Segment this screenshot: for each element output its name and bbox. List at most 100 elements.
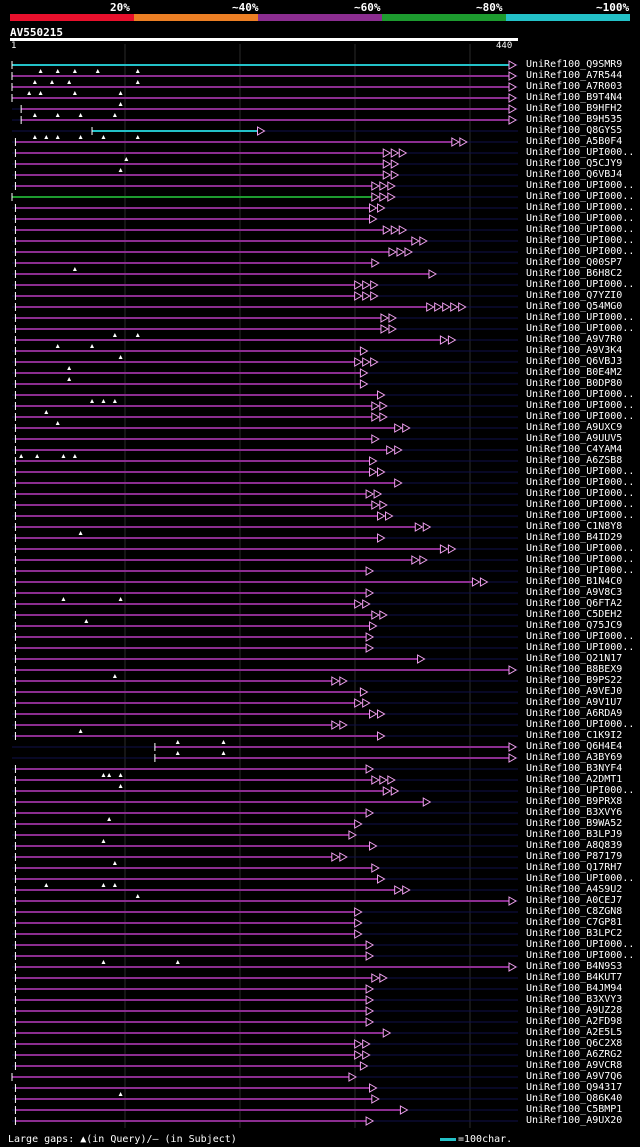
hit-label[interactable]: UniRef100_Q54MG0 (526, 301, 623, 312)
hit-label[interactable]: UniRef100_P87179 (526, 851, 623, 862)
hit-label[interactable]: UniRef100_A2DMT1 (526, 774, 623, 785)
hit-label[interactable]: UniRef100_A9UUV5 (526, 433, 623, 444)
hit-label[interactable]: UniRef100_UPI000.. (526, 202, 635, 213)
hit-label[interactable]: UniRef100_A9V8C3 (526, 587, 623, 598)
hit-label[interactable]: UniRef100_B9T4N4 (526, 92, 623, 103)
hit-label[interactable]: UniRef100_UPI000.. (526, 235, 635, 246)
hit-label[interactable]: UniRef100_A9V7R0 (526, 334, 623, 345)
hit-label[interactable]: UniRef100_UPI000.. (526, 950, 635, 961)
hit-label[interactable]: UniRef100_B9HFH2 (526, 103, 623, 114)
hit-label[interactable]: UniRef100_Q8GYS5 (526, 125, 623, 136)
hit-label[interactable]: UniRef100_B3LPJ9 (526, 829, 623, 840)
hit-label[interactable]: UniRef100_UPI000.. (526, 411, 635, 422)
hit-label[interactable]: UniRef100_Q00SP7 (526, 257, 623, 268)
hit-label[interactable]: UniRef100_UPI000.. (526, 785, 635, 796)
hit-end-arrow (396, 247, 405, 257)
hit-label[interactable]: UniRef100_UPI000.. (526, 488, 635, 499)
hit-label[interactable]: UniRef100_C4YAM4 (526, 444, 623, 455)
hit-label[interactable]: UniRef100_Q6VBJ4 (526, 169, 623, 180)
hit-label[interactable]: UniRef100_UPI000.. (526, 279, 635, 290)
hit-label[interactable]: UniRef100_B3NYF4 (526, 763, 623, 774)
hit-label[interactable]: UniRef100_Q7YZI0 (526, 290, 623, 301)
hit-label[interactable]: UniRef100_A9V3K4 (526, 345, 623, 356)
hit-label[interactable]: UniRef100_B6H8C2 (526, 268, 623, 279)
hit-label[interactable]: UniRef100_B3XVY3 (526, 994, 623, 1005)
hit-label[interactable]: UniRef100_Q9SMR9 (526, 59, 623, 70)
hit-label[interactable]: UniRef100_A6ZRG2 (526, 1049, 623, 1060)
hit-label[interactable]: UniRef100_A6RDA9 (526, 708, 623, 719)
hit-label[interactable]: UniRef100_UPI000.. (526, 400, 635, 411)
hit-label[interactable]: UniRef100_B3LPC2 (526, 928, 623, 939)
hit-label[interactable]: UniRef100_B4N9S3 (526, 961, 623, 972)
hit-label[interactable]: UniRef100_Q6H4E4 (526, 741, 623, 752)
hit-label[interactable]: UniRef100_UPI000.. (526, 510, 635, 521)
hit-label[interactable]: UniRef100_B9PS22 (526, 675, 623, 686)
hit-label[interactable]: UniRef100_UPI000.. (526, 147, 635, 158)
hit-label[interactable]: UniRef100_UPI000.. (526, 554, 635, 565)
hit-label[interactable]: UniRef100_A9UXC9 (526, 422, 623, 433)
hit-label[interactable]: UniRef100_A9UZ28 (526, 1005, 623, 1016)
hit-label[interactable]: UniRef100_B8BEX9 (526, 664, 623, 675)
hit-label[interactable]: UniRef100_B9H535 (526, 114, 623, 125)
hit-end-arrow (390, 148, 400, 158)
hit-label[interactable]: UniRef100_A2E5L5 (526, 1027, 623, 1038)
hit-label[interactable]: UniRef100_A2FD98 (526, 1016, 623, 1027)
hit-label[interactable]: UniRef100_C1N8Y8 (526, 521, 623, 532)
hit-label[interactable]: UniRef100_A9V7Q6 (526, 1071, 623, 1082)
hit-label[interactable]: UniRef100_A0CEJ7 (526, 895, 623, 906)
hit-label[interactable]: UniRef100_UPI000.. (526, 642, 635, 653)
hit-label[interactable]: UniRef100_UPI000.. (526, 246, 635, 257)
hit-label[interactable]: UniRef100_Q17RH7 (526, 862, 623, 873)
hit-label[interactable]: UniRef100_B4ID29 (526, 532, 623, 543)
hit-label[interactable]: UniRef100_UPI000.. (526, 499, 635, 510)
hit-label[interactable]: UniRef100_Q5CJY9 (526, 158, 623, 169)
hit-label[interactable]: UniRef100_Q6VBJ3 (526, 356, 623, 367)
hit-label[interactable]: UniRef100_UPI000.. (526, 312, 635, 323)
hit-label[interactable]: UniRef100_A4S9U2 (526, 884, 623, 895)
hit-label[interactable]: UniRef100_UPI000.. (526, 213, 635, 224)
hit-label[interactable]: UniRef100_Q75JC9 (526, 620, 623, 631)
hit-label[interactable]: UniRef100_B4JM94 (526, 983, 623, 994)
hit-label[interactable]: UniRef100_B0DP80 (526, 378, 623, 389)
hit-label[interactable]: UniRef100_UPI000.. (526, 323, 635, 334)
hit-label[interactable]: UniRef100_A7R544 (526, 70, 623, 81)
hit-label[interactable]: UniRef100_B9PRX8 (526, 796, 623, 807)
hit-label[interactable]: UniRef100_C7GP81 (526, 917, 623, 928)
hit-label[interactable]: UniRef100_Q94317 (526, 1082, 623, 1093)
hit-label[interactable]: UniRef100_UPI000.. (526, 180, 635, 191)
hit-label[interactable]: UniRef100_B9WA52 (526, 818, 623, 829)
hit-label[interactable]: UniRef100_Q21N17 (526, 653, 623, 664)
hit-label[interactable]: UniRef100_B4KUT7 (526, 972, 623, 983)
hit-label[interactable]: UniRef100_UPI000.. (526, 873, 635, 884)
hit-label[interactable]: UniRef100_B0E4M2 (526, 367, 623, 378)
hit-label[interactable]: UniRef100_Q86K40 (526, 1093, 623, 1104)
hit-label[interactable]: UniRef100_UPI000.. (526, 543, 635, 554)
hit-label[interactable]: UniRef100_A9VEJ0 (526, 686, 623, 697)
hit-label[interactable]: UniRef100_UPI000.. (526, 466, 635, 477)
hit-label[interactable]: UniRef100_A9VCR8 (526, 1060, 623, 1071)
hit-label[interactable]: UniRef100_A9V1U7 (526, 697, 623, 708)
hit-label[interactable]: UniRef100_B1N4C0 (526, 576, 623, 587)
hit-label[interactable]: UniRef100_A5B0F4 (526, 136, 623, 147)
hit-label[interactable]: UniRef100_A7R003 (526, 81, 623, 92)
hit-label[interactable]: UniRef100_C5DEH2 (526, 609, 623, 620)
hit-label[interactable]: UniRef100_A6ZSB8 (526, 455, 623, 466)
hit-label[interactable]: UniRef100_UPI000.. (526, 389, 635, 400)
hit-label[interactable]: UniRef100_UPI000.. (526, 191, 635, 202)
hit-label[interactable]: UniRef100_Q6C2X8 (526, 1038, 623, 1049)
hit-label[interactable]: UniRef100_UPI000.. (526, 477, 635, 488)
hit-label[interactable]: UniRef100_UPI000.. (526, 939, 635, 950)
hit-label[interactable]: UniRef100_B3XVY6 (526, 807, 623, 818)
hit-label[interactable]: UniRef100_A3BY69 (526, 752, 623, 763)
hit-label[interactable]: UniRef100_C1K9I2 (526, 730, 623, 741)
hit-label[interactable]: UniRef100_UPI000.. (526, 224, 635, 235)
hit-label[interactable]: UniRef100_Q6FTA2 (526, 598, 623, 609)
hit-label[interactable]: UniRef100_UPI000.. (526, 631, 635, 642)
hit-label[interactable]: UniRef100_A9UX20 (526, 1115, 623, 1126)
hit-label[interactable]: UniRef100_UPI000.. (526, 719, 635, 730)
query-start-tick: 1 (11, 41, 17, 51)
hit-label[interactable]: UniRef100_C8ZGN8 (526, 906, 623, 917)
hit-label[interactable]: UniRef100_A8Q839 (526, 840, 623, 851)
hit-label[interactable]: UniRef100_UPI000.. (526, 565, 635, 576)
hit-label[interactable]: UniRef100_C5BMP1 (526, 1104, 623, 1115)
